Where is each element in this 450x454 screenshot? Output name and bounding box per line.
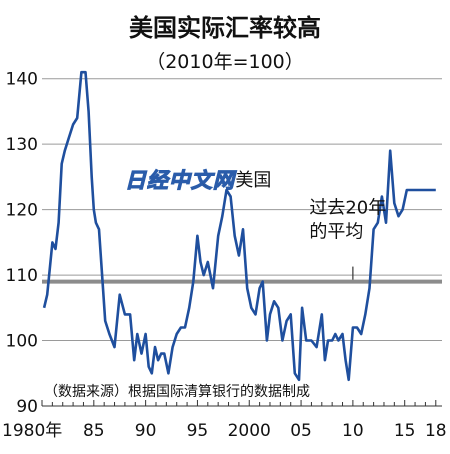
x-tick-label: 90: [135, 421, 157, 441]
series-line-us: [42, 70, 436, 382]
x-tick-label: 05: [290, 421, 312, 441]
source-note: （数据来源）根据国际清算银行的数据制成: [44, 384, 310, 400]
chart-subtitle: （2010年=100）: [146, 51, 304, 73]
y-tick-label: 140: [6, 70, 38, 90]
y-tick-label: 110: [6, 266, 38, 286]
chart-title: 美国实际汇率较高: [129, 14, 321, 42]
y-tick-label: 120: [6, 201, 38, 221]
y-tick-label: 130: [6, 135, 38, 155]
watermark-text: 日经中文网: [125, 168, 237, 192]
x-tick-label: 85: [83, 421, 105, 441]
x-tick-label: 18: [425, 421, 447, 441]
x-tick-label: 10: [342, 421, 364, 441]
x-tick-label: 95: [187, 421, 209, 441]
plot-area: 日经中文网 90 100 110 120 130 140 1980年 85 90 95 2000 05 1…: [2, 70, 447, 441]
y-tick-label: 100: [6, 332, 38, 352]
x-tick-label: 1980年: [2, 421, 62, 441]
x-tick-label: 15: [394, 421, 416, 441]
annotation-average-label: 过去20年的平均: [309, 198, 386, 243]
annotation-us-label: 美国: [235, 170, 271, 191]
y-tick-label: 90: [16, 397, 38, 417]
x-tick-label: 2000: [228, 421, 271, 441]
